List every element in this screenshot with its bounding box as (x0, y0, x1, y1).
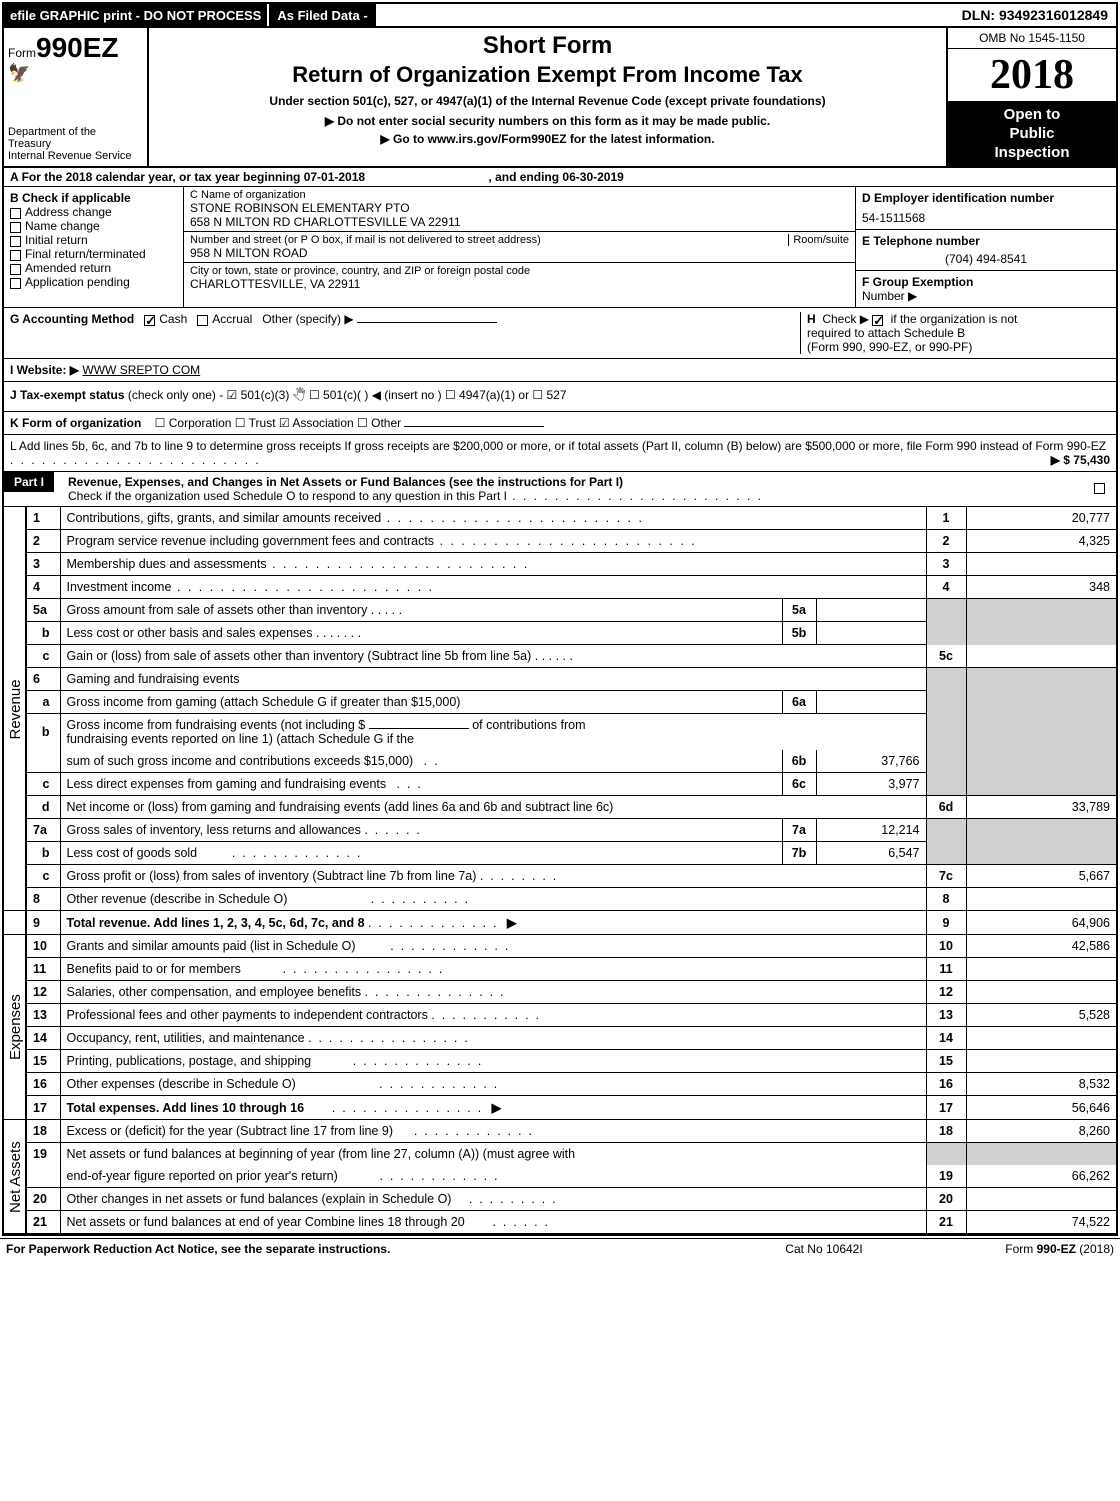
amt-line17: 56,646 (966, 1096, 1116, 1120)
chk-schedule-o-part1[interactable] (1094, 483, 1105, 494)
part1-tab: Part I (4, 472, 54, 492)
org-name-block: C Name of organization STONE ROBINSON EL… (184, 187, 855, 232)
amt-line14 (966, 1027, 1116, 1050)
short-form-title: Short Form (157, 32, 938, 60)
department-label: Department of the Treasury Internal Reve… (8, 126, 143, 162)
row-h-scheduleb: H Check ▶ if the organization is not req… (800, 312, 1110, 354)
revenue-section-label: Revenue (4, 507, 26, 911)
val-7a: 12,214 (816, 819, 926, 842)
efile-label: efile GRAPHIC print - DO NOT PROCESS (4, 4, 267, 26)
phone-block: E Telephone number (704) 494-8541 (856, 230, 1116, 271)
val-5a (816, 599, 926, 622)
netassets-section-label: Net Assets (4, 1120, 26, 1234)
header-left: Form990EZ 🦅 Department of the Treasury I… (4, 28, 149, 166)
section-subline: Under section 501(c), 527, or 4947(a)(1)… (157, 94, 938, 108)
part1-header: Part I Revenue, Expenses, and Changes in… (4, 472, 1116, 507)
amt-line16: 8,532 (966, 1073, 1116, 1096)
amt-line2: 4,325 (966, 530, 1116, 553)
amt-line5c (966, 645, 1116, 668)
amt-line13: 5,528 (966, 1004, 1116, 1027)
header: Form990EZ 🦅 Department of the Treasury I… (4, 28, 1116, 168)
row-l-grossreceipts: L Add lines 5b, 6c, and 7b to line 9 to … (4, 435, 1116, 472)
col-b-checkboxes: B Check if applicable Address change Nam… (4, 187, 184, 307)
section-bcdef: B Check if applicable Address change Nam… (4, 187, 1116, 308)
col-def: D Employer identification number 54-1511… (856, 187, 1116, 307)
dln: DLN: 93492316012849 (954, 4, 1116, 26)
ssn-warning: ▶ Do not enter social security numbers o… (157, 114, 938, 128)
footer: For Paperwork Reduction Act Notice, see … (0, 1238, 1120, 1259)
header-center: Short Form Return of Organization Exempt… (149, 28, 946, 166)
tax-year: 2018 (948, 49, 1116, 102)
val-7b: 6,547 (816, 842, 926, 865)
amt-line19: 66,262 (966, 1165, 1116, 1188)
amt-line15 (966, 1050, 1116, 1073)
chk-amended-return[interactable]: Amended return (10, 261, 177, 275)
expenses-section-label: Expenses (4, 935, 26, 1120)
main-title: Return of Organization Exempt From Incom… (157, 62, 938, 88)
city-block: City or town, state or province, country… (184, 263, 855, 293)
form-version: Form 990-EZ (2018) (914, 1242, 1114, 1256)
group-exemption-block: F Group Exemption Number ▶ (856, 271, 1116, 307)
val-6c: 3,977 (816, 773, 926, 796)
street-block: Number and street (or P O box, if mail i… (184, 232, 855, 263)
amt-line9: 64,906 (966, 911, 1116, 935)
topbar: efile GRAPHIC print - DO NOT PROCESS As … (4, 4, 1116, 28)
form-number: Form990EZ (8, 32, 143, 64)
val-5b (816, 622, 926, 645)
omb-number: OMB No 1545-1150 (948, 28, 1116, 49)
chk-name-change[interactable]: Name change (10, 219, 177, 233)
amt-line21: 74,522 (966, 1211, 1116, 1234)
chk-address-change[interactable]: Address change (10, 205, 177, 219)
amt-line6d: 33,789 (966, 796, 1116, 819)
amt-line12 (966, 981, 1116, 1004)
amt-line11 (966, 958, 1116, 981)
treasury-seal-icon: 🦅 (8, 64, 143, 82)
form-990ez: efile GRAPHIC print - DO NOT PROCESS As … (2, 2, 1118, 1236)
row-i-website: I Website: ▶ WWW SREPTO COM (4, 359, 1116, 382)
amt-line7c: 5,667 (966, 865, 1116, 888)
row-k-orgform: K Form of organization ☐ Corporation ☐ T… (4, 412, 1116, 435)
val-6b: 37,766 (816, 750, 926, 773)
paperwork-notice: For Paperwork Reduction Act Notice, see … (6, 1242, 734, 1256)
row-a-taxyear: A For the 2018 calendar year, or tax yea… (4, 168, 1116, 187)
chk-application-pending[interactable]: Application pending (10, 275, 177, 289)
amt-line8 (966, 888, 1116, 911)
open-to-public: Open to Public Inspection (948, 102, 1116, 166)
amt-line1: 20,777 (966, 507, 1116, 530)
ein-block: D Employer identification number 54-1511… (856, 187, 1116, 230)
amt-line10: 42,586 (966, 935, 1116, 958)
row-g-accounting: G Accounting Method Cash Accrual Other (… (4, 308, 1116, 359)
val-6a (816, 691, 926, 714)
part1-table: Revenue 1 Contributions, gifts, grants, … (4, 507, 1116, 1234)
chk-no-schedule-b[interactable] (872, 315, 883, 326)
amt-line3 (966, 553, 1116, 576)
asfiled-label: As Filed Data - (267, 4, 375, 26)
other-specify-input[interactable] (357, 322, 497, 323)
cat-number: Cat No 10642I (734, 1242, 914, 1256)
col-c-org: C Name of organization STONE ROBINSON EL… (184, 187, 856, 307)
goto-link[interactable]: ▶ Go to www.irs.gov/Form990EZ for the la… (157, 132, 938, 146)
amt-line4: 348 (966, 576, 1116, 599)
row-j-taxexempt: J Tax-exempt status (check only one) - ☑… (4, 382, 1116, 412)
amt-line18: 8,260 (966, 1120, 1116, 1143)
chk-initial-return[interactable]: Initial return (10, 233, 177, 247)
chk-cash[interactable] (144, 315, 155, 326)
chk-accrual[interactable] (197, 315, 208, 326)
amt-line20 (966, 1188, 1116, 1211)
chk-final-return[interactable]: Final return/terminated (10, 247, 177, 261)
header-right: OMB No 1545-1150 2018 Open to Public Ins… (946, 28, 1116, 166)
website-link[interactable]: WWW SREPTO COM (82, 363, 200, 377)
